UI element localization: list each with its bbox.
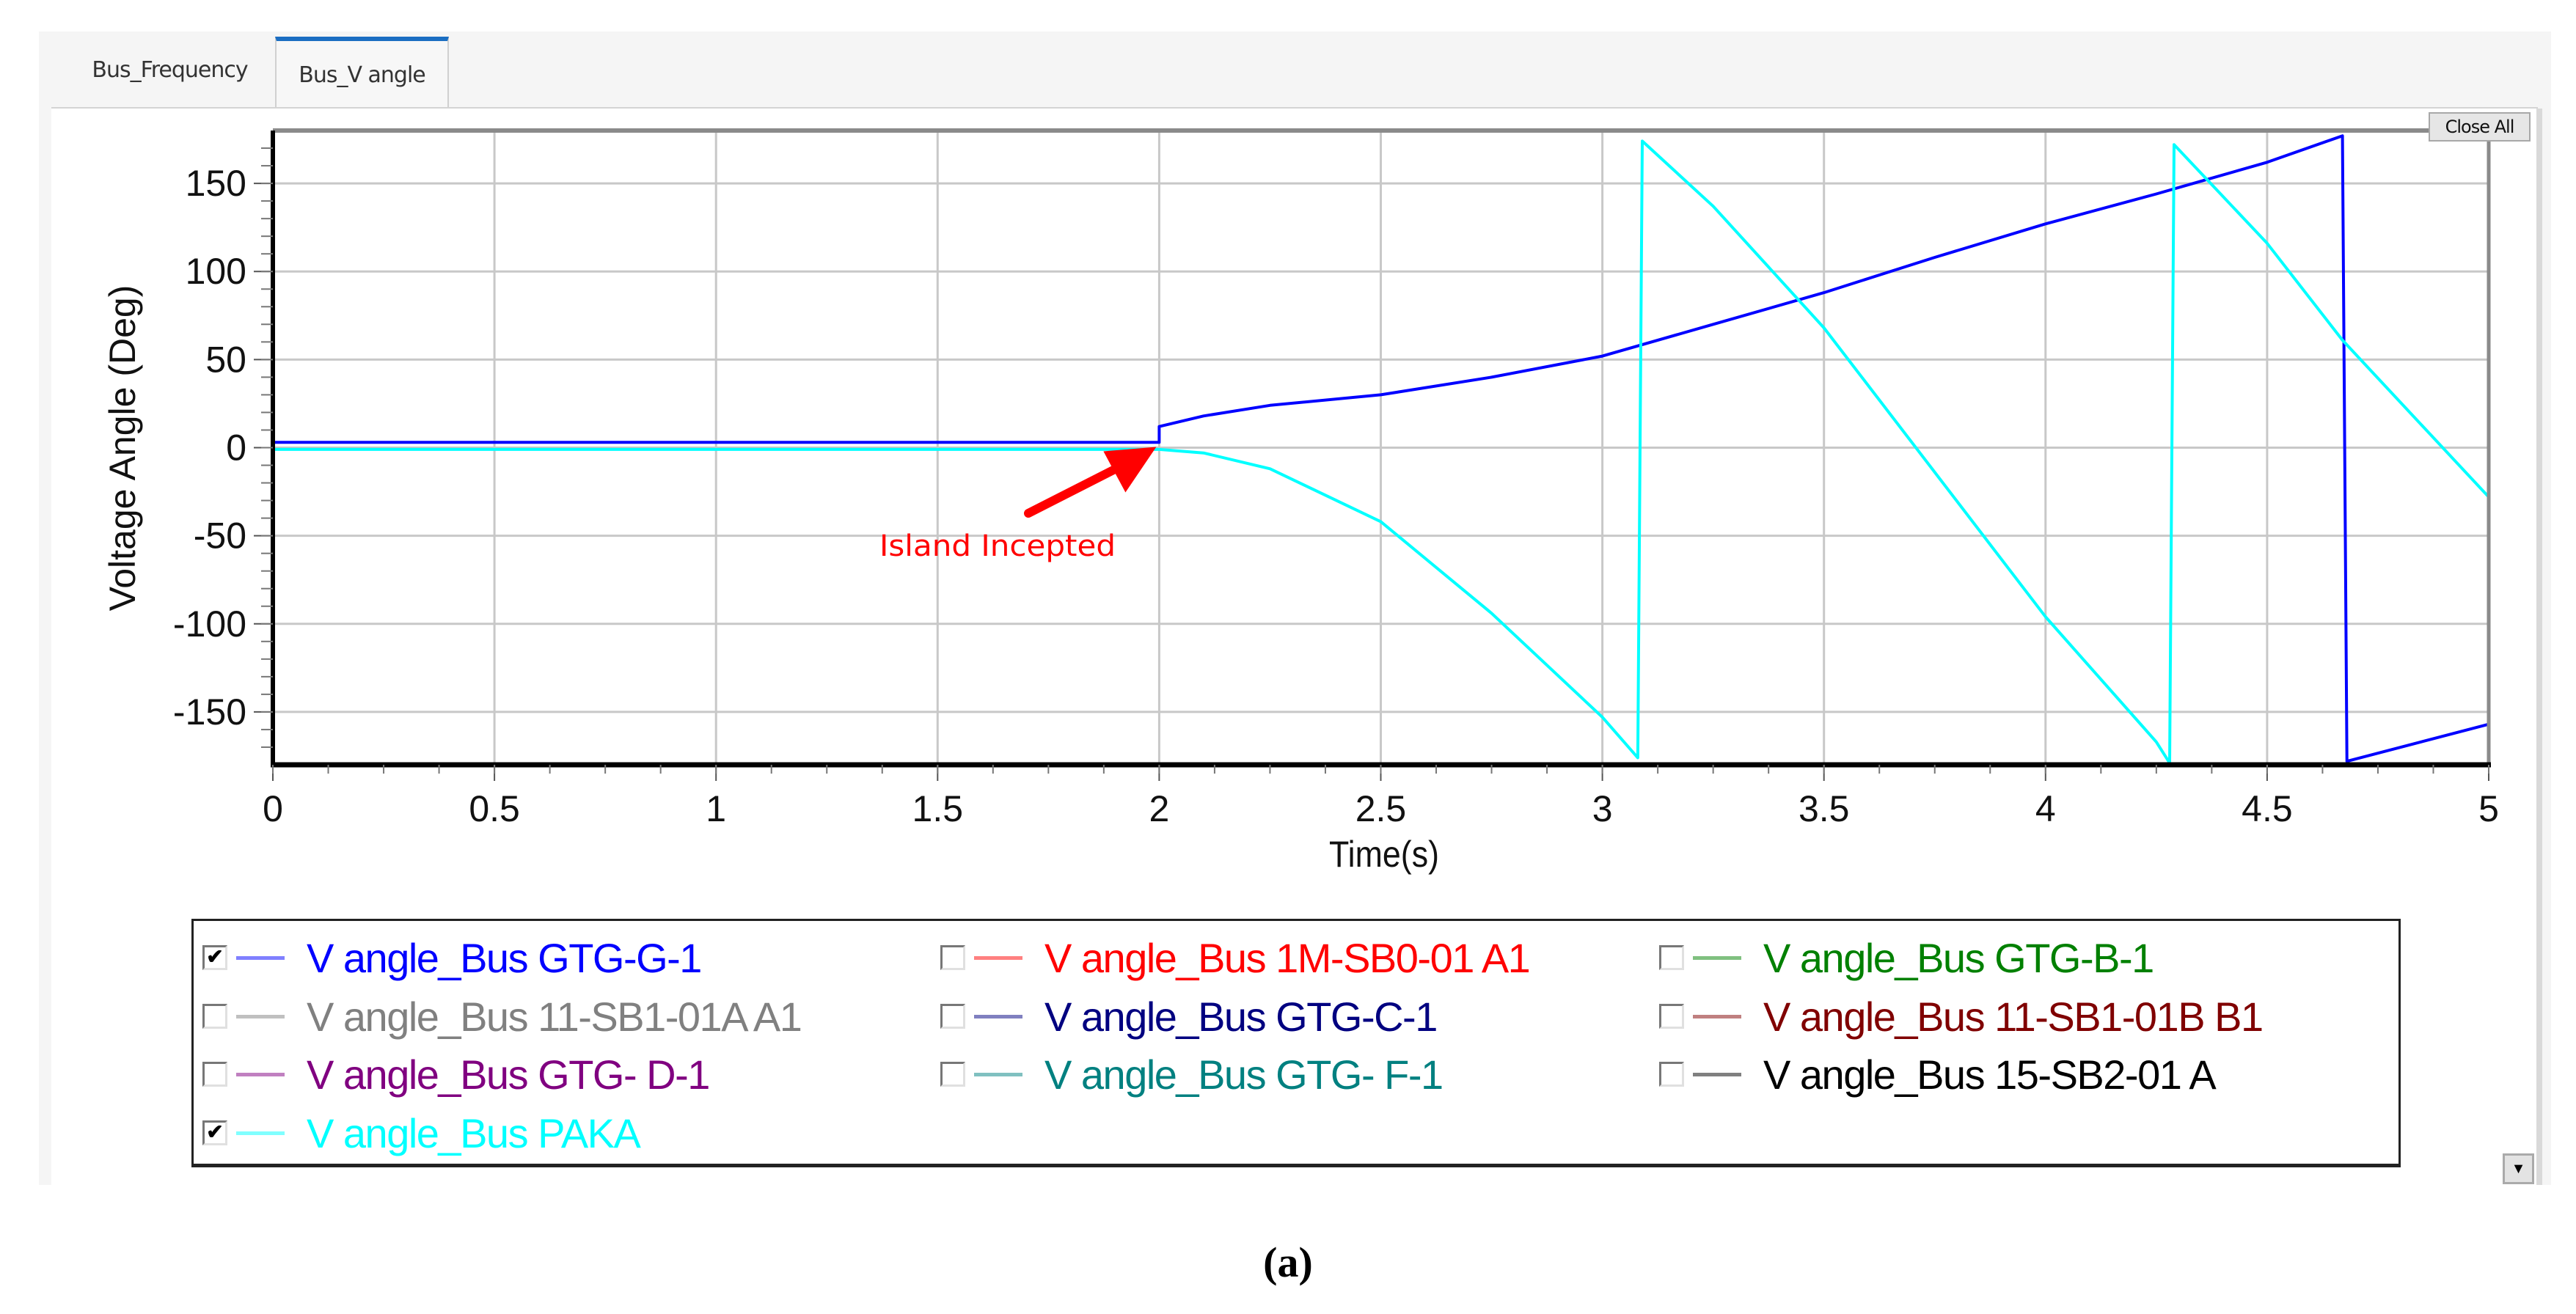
legend-label: V angle_Bus GTG-C-1 — [1044, 993, 1438, 1040]
x-tick-label: 0 — [263, 788, 283, 829]
legend-label: V angle_Bus GTG-B-1 — [1763, 934, 2154, 981]
x-tick-label: 4 — [2035, 788, 2056, 829]
x-tick-label: 5 — [2478, 788, 2499, 829]
legend-item[interactable]: V angle_Bus GTG- F-1 — [940, 1051, 1443, 1098]
legend-scroll-down-button[interactable]: ▼ — [2503, 1153, 2534, 1184]
legend-item[interactable]: V angle_Bus GTG- D-1 — [202, 1051, 710, 1098]
chart-series — [273, 134, 2490, 765]
legend-item[interactable]: ✔ V angle_Bus GTG-G-1 — [202, 934, 702, 981]
legend-checkbox[interactable] — [940, 1004, 965, 1029]
x-tick-label: 3 — [1592, 788, 1613, 829]
legend-item[interactable]: ✔ V angle_Bus PAKA — [202, 1109, 641, 1156]
chart-ticks: 0 0.5 1 1.5 2 2.5 3 3.5 4 4.5 5 150 100 50 0 -50 -100 -15… — [173, 147, 2499, 829]
tabstrip-divider — [51, 107, 2538, 109]
legend-item[interactable]: V angle_Bus 11-SB1-01A A1 — [202, 993, 802, 1040]
legend-line-swatch — [236, 1072, 285, 1076]
x-tick-label: 4.5 — [2242, 788, 2293, 829]
x-tick-label: 1.5 — [912, 788, 964, 829]
y-tick-label: -100 — [173, 603, 246, 645]
legend-item[interactable]: V angle_Bus 15-SB2-01 A — [1659, 1051, 2217, 1098]
legend-checkbox[interactable]: ✔ — [202, 945, 227, 970]
legend-line-swatch — [974, 1014, 1022, 1018]
legend-line-swatch — [1693, 955, 1741, 960]
legend-item[interactable]: V angle_Bus GTG-B-1 — [1659, 934, 2154, 981]
vertical-scrollbar[interactable] — [2536, 109, 2542, 1185]
x-tick-label: 2.5 — [1355, 788, 1407, 829]
series-line — [273, 134, 2489, 763]
legend-item[interactable]: V angle_Bus GTG-C-1 — [940, 993, 1438, 1040]
legend-checkbox[interactable] — [1659, 1004, 1684, 1029]
y-tick-label: 50 — [205, 339, 246, 380]
figure-caption: (a) — [1263, 1238, 1313, 1286]
y-tick-label: -50 — [194, 515, 246, 557]
legend-item[interactable]: V angle_Bus 11-SB1-01B B1 — [1659, 993, 2264, 1040]
legend-label: V angle_Bus 11-SB1-01B B1 — [1763, 993, 2264, 1040]
y-tick-label: -150 — [173, 691, 246, 733]
legend-checkbox[interactable] — [940, 945, 965, 970]
legend-label: V angle_Bus PAKA — [307, 1109, 641, 1156]
legend-checkbox[interactable] — [1659, 945, 1684, 970]
legend-checkbox[interactable] — [940, 1062, 965, 1087]
legend-line-swatch — [974, 1072, 1022, 1076]
tab-bus-v-angle[interactable]: Bus_V angle — [275, 37, 449, 109]
close-all-button[interactable]: Close All — [2429, 112, 2531, 142]
legend-line-swatch — [974, 955, 1022, 960]
triangle-down-icon: ▼ — [2511, 1160, 2526, 1177]
x-tick-label: 0.5 — [469, 788, 520, 829]
y-tick-label: 100 — [186, 251, 246, 292]
voltage-angle-chart: 0 0.5 1 1.5 2 2.5 3 3.5 4 4.5 5 150 100 50 0 -50 -100 -15… — [102, 128, 2499, 875]
x-tick-label: 1 — [706, 788, 726, 829]
legend-item[interactable]: V angle_Bus 1M-SB0-01 A1 — [940, 934, 1531, 981]
legend-line-swatch — [1693, 1072, 1741, 1076]
legend-panel: ✔ V angle_Bus GTG-G-1 V angle_Bus 1M-SB0-0… — [191, 919, 2401, 1167]
legend-label: V angle_Bus GTG- D-1 — [307, 1051, 710, 1098]
legend-checkbox[interactable] — [202, 1062, 227, 1087]
legend-line-swatch — [1693, 1014, 1741, 1018]
legend-label: V angle_Bus 11-SB1-01A A1 — [307, 993, 802, 1040]
legend-line-swatch — [236, 1131, 285, 1135]
annotation-island-incepted: Island Incepted — [879, 447, 1157, 563]
x-tick-label: 2 — [1149, 788, 1169, 829]
series-line — [273, 139, 2490, 765]
y-tick-label: 150 — [186, 163, 246, 204]
legend-line-swatch — [236, 955, 285, 960]
legend-checkbox[interactable]: ✔ — [202, 1120, 227, 1145]
y-tick-label: 0 — [226, 427, 246, 469]
legend-checkbox[interactable] — [202, 1004, 227, 1029]
legend-label: V angle_Bus 15-SB2-01 A — [1763, 1051, 2217, 1098]
legend-label: V angle_Bus GTG- F-1 — [1044, 1051, 1443, 1098]
annotation-arrow-head — [1103, 447, 1157, 493]
x-axis-label: Time(s) — [1329, 834, 1439, 875]
legend-label: V angle_Bus 1M-SB0-01 A1 — [1044, 934, 1531, 981]
legend-label: V angle_Bus GTG-G-1 — [307, 934, 702, 981]
chart-grid — [273, 131, 2489, 765]
tab-bus-frequency[interactable]: Bus_Frequency — [92, 56, 248, 83]
x-tick-label: 3.5 — [1799, 788, 1850, 829]
legend-checkbox[interactable] — [1659, 1062, 1684, 1087]
legend-line-swatch — [236, 1014, 285, 1018]
annotation-label: Island Incepted — [879, 529, 1116, 563]
y-axis-label: Voltage Angle (Deg) — [102, 285, 143, 612]
